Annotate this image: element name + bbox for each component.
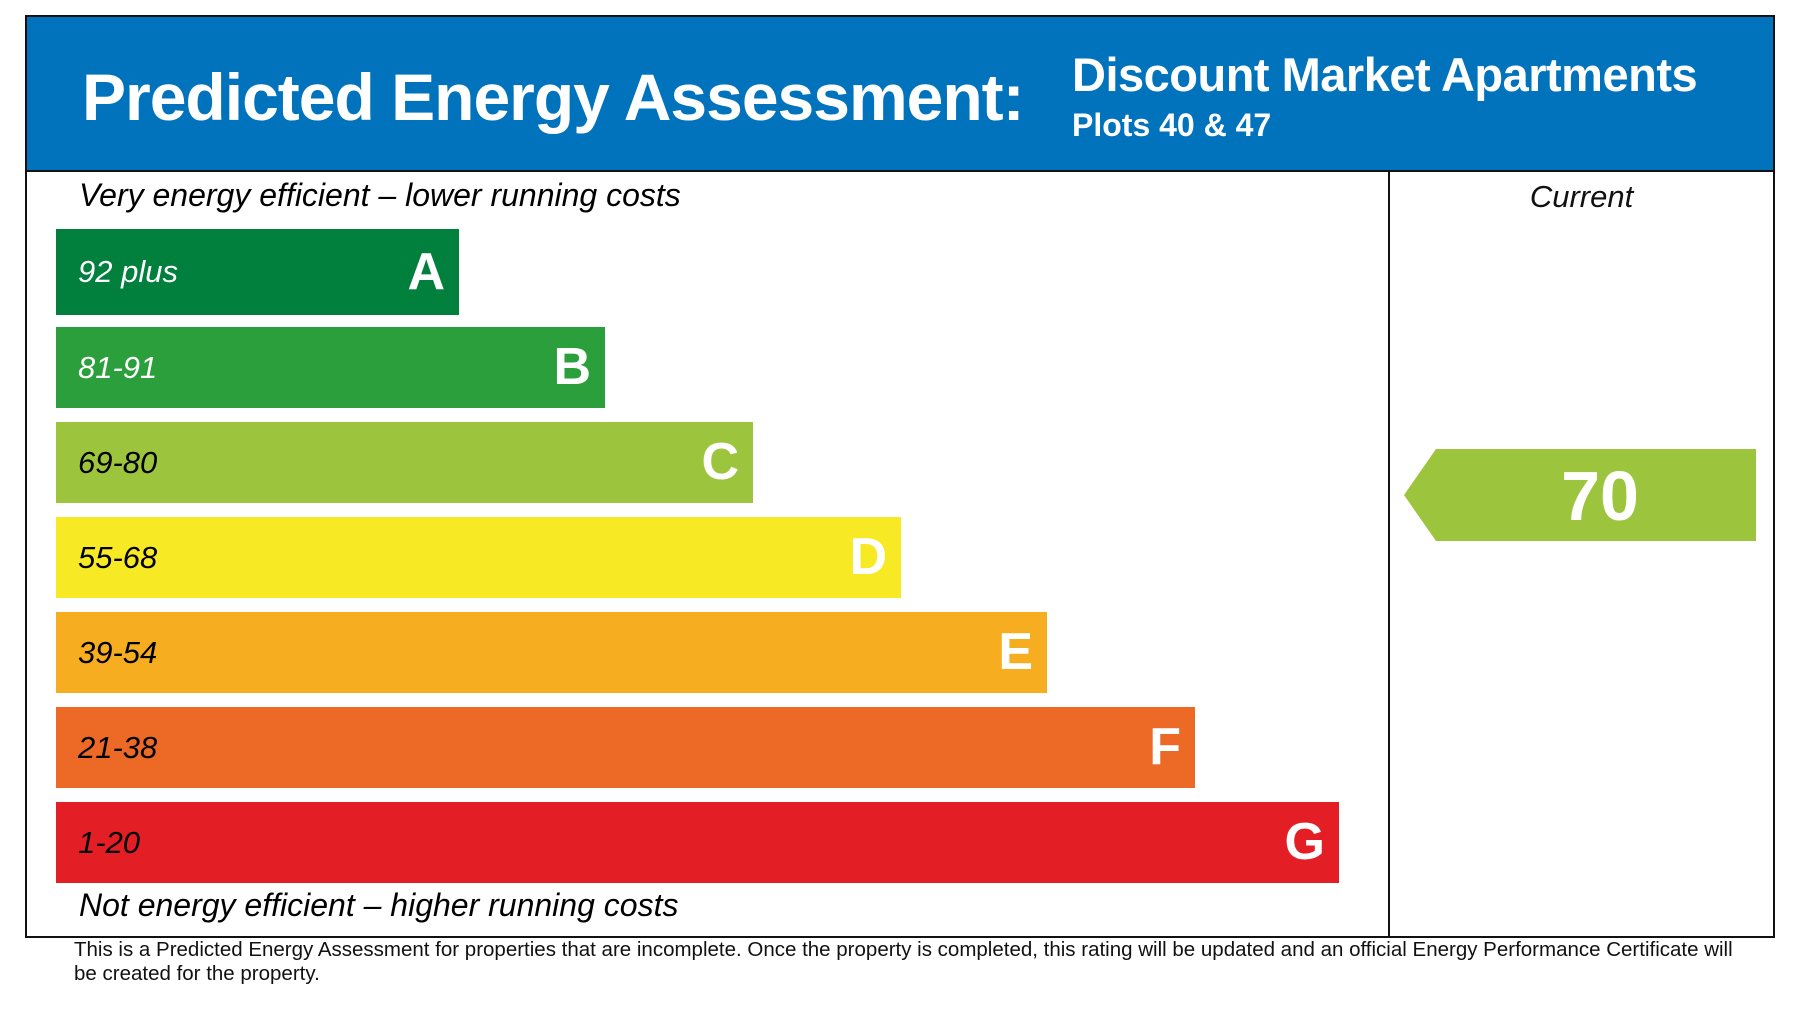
bottom-caption: Not energy efficient – higher running co… (79, 887, 679, 923)
band-range: 55-68 (78, 540, 158, 575)
current-column-label: Current (1529, 179, 1634, 214)
current-rating-arrow: 70 (1404, 449, 1756, 541)
band-f: 21-38 F (56, 707, 1195, 788)
band-c: 69-80 C (56, 422, 753, 503)
band-letter: B (553, 338, 591, 396)
development-name: Discount Market Apartments (1072, 48, 1698, 101)
plots-label: Plots 40 & 47 (1072, 107, 1272, 143)
band-d: 55-68 D (56, 517, 901, 598)
band-a: 92 plus A (56, 229, 459, 315)
header-banner: Predicted Energy Assessment: Discount Ma… (27, 17, 1773, 172)
arrow-shape (1404, 449, 1756, 541)
footer-note: This is a Predicted Energy Assessment fo… (74, 938, 1733, 985)
band-range: 39-54 (78, 635, 158, 670)
band-range: 69-80 (78, 445, 158, 480)
band-b: 81-91 B (56, 327, 605, 408)
band-e: 39-54 E (56, 612, 1047, 693)
band-letter: G (1284, 813, 1325, 871)
band-range: 81-91 (78, 350, 158, 385)
band-range: 92 plus (78, 254, 178, 289)
page-title: Predicted Energy Assessment: (82, 60, 1025, 134)
top-caption: Very energy efficient – lower running co… (79, 177, 681, 213)
band-g: 1-20 G (56, 802, 1339, 883)
band-letter: A (407, 243, 445, 301)
column-divider (1388, 172, 1390, 936)
band-letter: C (701, 433, 739, 491)
energy-rating-chart: Predicted Energy Assessment: Discount Ma… (25, 15, 1775, 938)
band-letter: D (849, 528, 887, 586)
band-range: 1-20 (78, 825, 141, 860)
band-letter: E (998, 623, 1033, 681)
band-letter: F (1149, 718, 1181, 776)
current-rating-value: 70 (1561, 457, 1639, 535)
band-range: 21-38 (78, 730, 158, 765)
